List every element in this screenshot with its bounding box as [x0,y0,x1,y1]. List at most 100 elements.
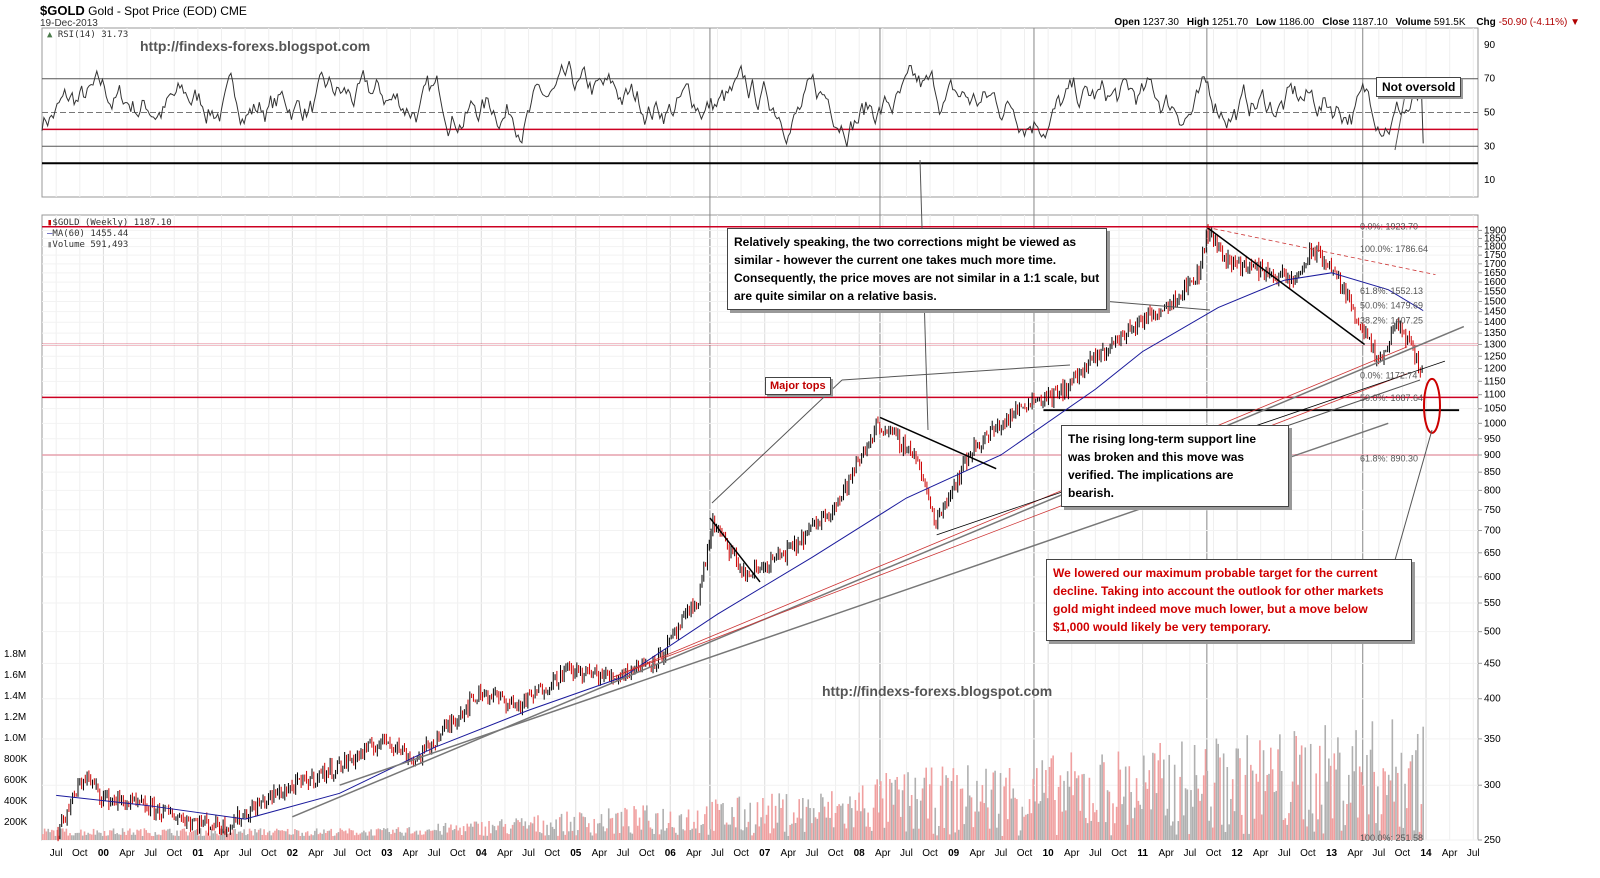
volume-bar [1103,762,1105,840]
volume-bar [1253,818,1256,840]
volume-bar [539,832,541,840]
volume-bar [987,807,989,840]
volume-bar [1195,775,1198,840]
volume-bar [275,828,278,840]
volume-bar [1277,749,1279,840]
volume-bar [484,826,487,840]
volume-bar [412,833,414,840]
volume-bar [1288,813,1290,840]
volume-bar [1121,804,1123,840]
volume-bar [1242,833,1245,840]
volume-bar [856,810,859,840]
volume-bar [221,828,224,840]
volume-bar [979,801,982,840]
x-tick-label: 12 [1232,848,1244,859]
x-tick-label: Apr [781,848,797,859]
volume-bar [252,835,255,840]
volume-bar [486,835,489,840]
volume-bar [123,831,126,840]
volume-bar [1331,818,1334,840]
volume-bar [265,835,267,840]
volume-bar [655,813,657,840]
volume-bar [47,828,50,840]
volume-bar [1037,803,1040,840]
volume-bar [1407,768,1410,840]
volume-bar [1270,747,1272,840]
volume-bar [54,835,57,840]
volume-bar [361,832,363,840]
volume-bar [671,827,674,840]
volume-bar [743,809,746,840]
rsi-legend-text: RSI(14) 31.73 [57,30,129,40]
volume-bar [1413,830,1415,840]
volume-bar [261,834,264,840]
quote-items: Open 1237.30 High 1251.70 Low 1186.00 Close… [1106,17,1465,28]
volume-bar [1059,775,1062,840]
volume-bar [274,830,276,840]
volume-bar [1110,835,1112,840]
volume-bar [366,835,369,840]
volume-bar [1371,721,1374,840]
volume-bar [306,831,309,840]
volume-bar [974,811,976,840]
volume-bar [899,816,902,840]
volume-bar [787,835,790,840]
volume-bar [537,815,539,840]
volume-bar [368,831,371,840]
volume-bar [1197,788,1200,840]
volume-bar [1135,778,1138,840]
watermark-bottom: http://findexs-forexs.blogspot.com [822,683,1053,699]
volume-bar [337,832,340,840]
volume-bar [393,832,396,840]
volume-bar [749,802,752,840]
volume-bar [1095,809,1098,840]
volume-bar [470,823,472,840]
volume-bar [1139,804,1142,840]
volume-bar [928,784,931,840]
volume-bar [399,831,401,840]
volume-bar [1299,754,1301,840]
volume-bar [618,832,621,840]
fib-label: 38.2%: 1407.25 [1360,316,1423,326]
volume-bar [58,835,60,840]
volume-bar [1039,801,1042,840]
volume-bar [1282,819,1285,840]
volume-bar [1302,819,1305,840]
volume-bar [718,809,721,840]
volume-bar [85,834,88,840]
y-tick-label: 550 [1484,598,1501,609]
target-note: We lowered our maximum probable target f… [1046,559,1412,641]
volume-bar [582,816,585,840]
volume-bar [214,830,216,840]
volume-bar [1231,779,1234,840]
volume-bar [303,835,305,840]
volume-bar [1353,771,1356,840]
volume-bar [724,824,726,840]
volume-bar [765,814,768,840]
volume-bar [1406,808,1408,840]
volume-bar [359,833,362,840]
volume-bar [1050,758,1053,840]
callout-line [711,379,843,504]
volume-bar [845,828,848,840]
trend-line [879,416,997,470]
volume-bar [174,835,177,840]
volume-bar [172,835,175,840]
x-tick-label: Jul [522,848,535,859]
volume-bar [1222,753,1225,840]
volume-bar [557,835,559,840]
x-tick-label: Jul [900,848,913,859]
volume-bar [517,820,519,840]
volume-bar [834,812,837,840]
volume-bar [638,817,641,840]
volume-bar [364,832,367,840]
volume-bar [560,813,563,840]
volume-bar [168,828,171,840]
y-tick-label: 850 [1484,467,1501,478]
x-tick-label: Apr [1442,848,1458,859]
exchange: CME [220,4,247,18]
volume-bar [994,770,996,840]
volume-bar [1420,804,1423,840]
volume-bar [1378,830,1381,840]
volume-bar [459,827,461,840]
